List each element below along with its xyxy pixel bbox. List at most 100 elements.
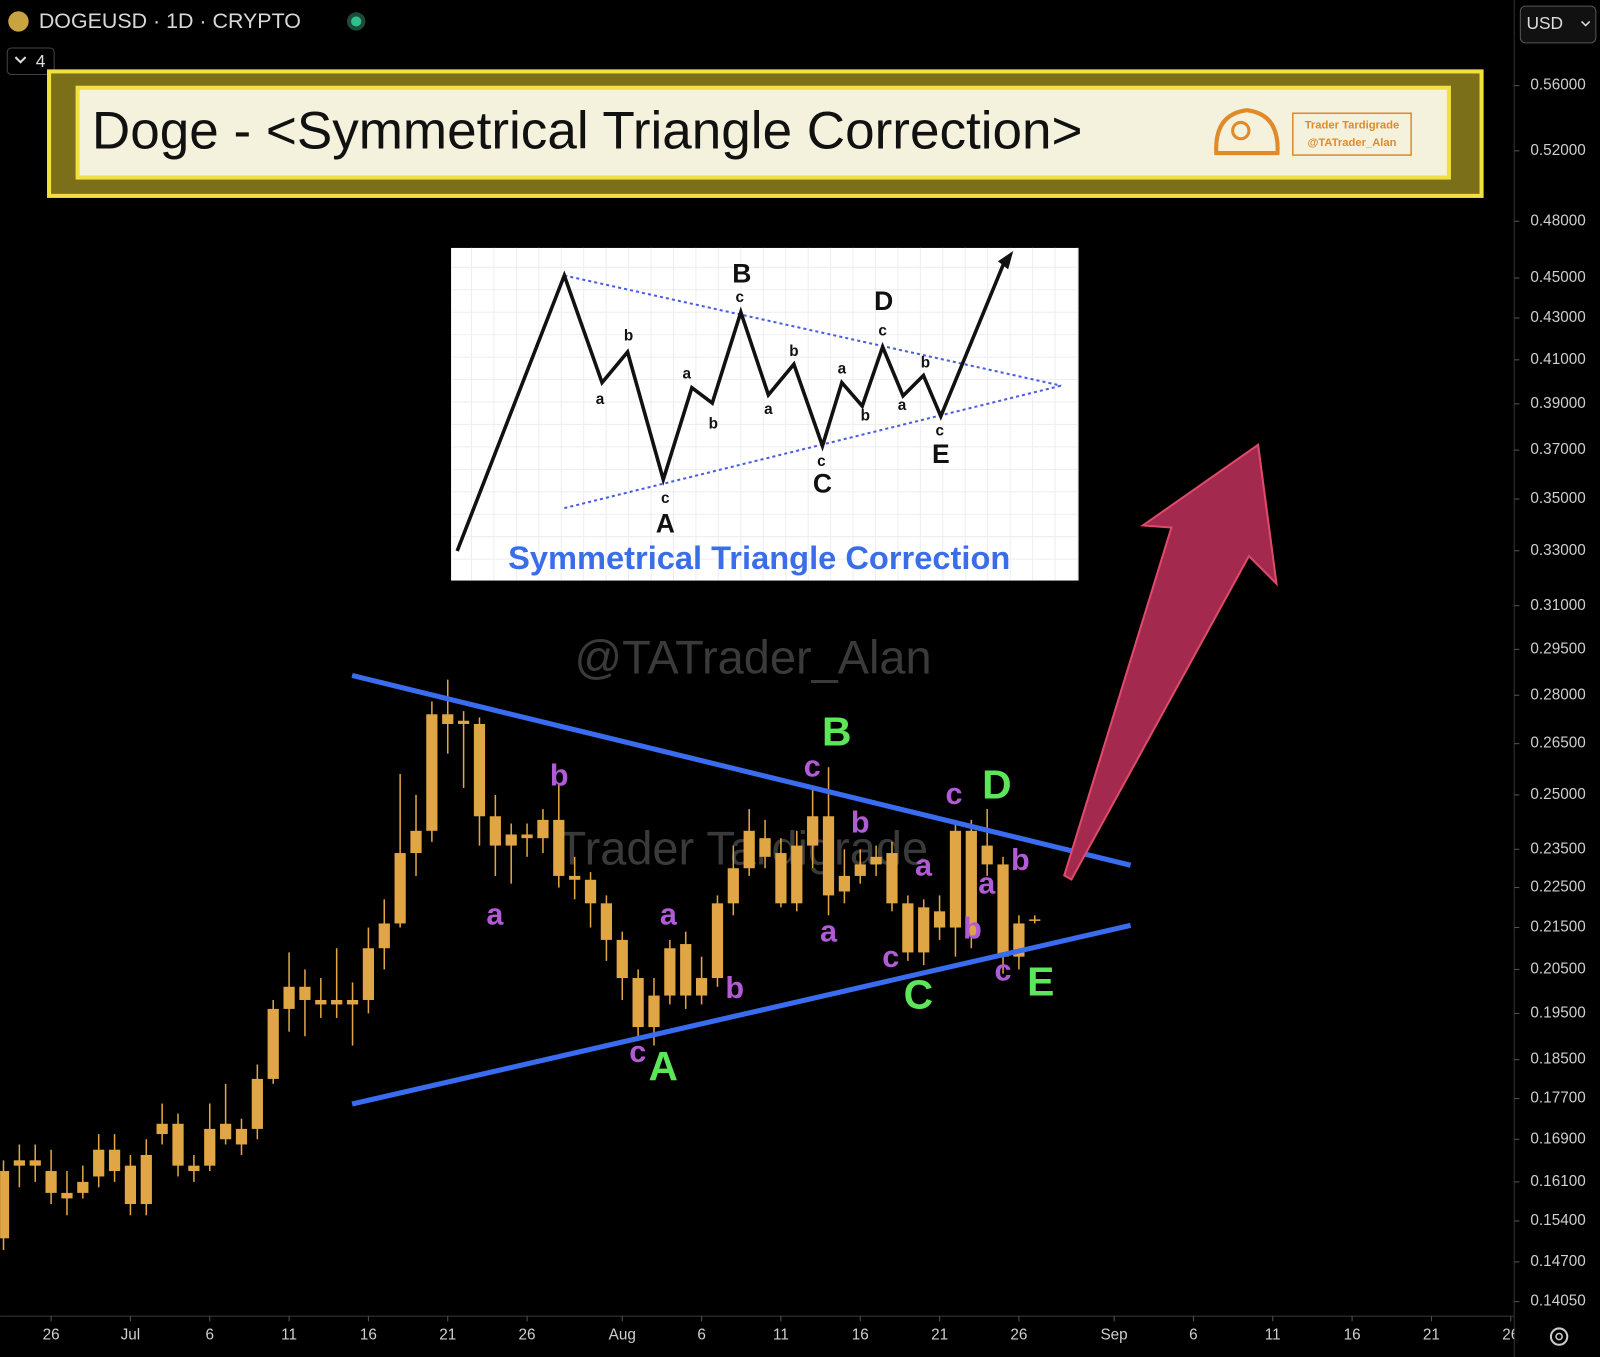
candle-body: [457, 720, 470, 724]
x-tick-label: Jul: [121, 1327, 141, 1344]
inset-upper-line: [564, 274, 1062, 387]
indicator-toggle[interactable]: [6, 47, 55, 75]
y-tick-label: 0.19500: [1530, 1004, 1585, 1021]
y-tick-label: 0.39000: [1530, 395, 1585, 412]
x-tick-label: 21: [931, 1327, 948, 1344]
candle-body: [299, 986, 311, 1000]
wave-label-minor: c: [995, 953, 1012, 987]
symbol: DOGEUSD · 1D · CRYPTO: [39, 9, 301, 33]
candle-body: [537, 819, 549, 839]
settings-icon[interactable]: [1549, 1327, 1569, 1346]
candle-body: [680, 944, 692, 996]
candle-body: [124, 1165, 137, 1205]
candle-body: [331, 999, 343, 1005]
x-axis: 26 Jul 6 11 16 21 26 Aug 6 11 16 21 26 Sep 6 11 16 21 26: [43, 1316, 1514, 1344]
candle-body: [632, 978, 644, 1028]
candle-body: [29, 1160, 41, 1166]
candle-body: [648, 995, 660, 1028]
wave-label-minor: c: [946, 777, 963, 811]
wave-label-minor: b: [550, 759, 569, 793]
y-tick-label: 0.56000: [1530, 77, 1585, 94]
watermark: Trader Tardigrade: [558, 822, 928, 874]
y-tick-label: 0.26500: [1530, 735, 1585, 752]
inset-label: c: [817, 453, 826, 470]
y-tick-label: 0.52000: [1530, 142, 1585, 159]
candle-body: [600, 903, 613, 940]
candle-body: [981, 845, 993, 865]
candle-body: [489, 816, 501, 846]
brand-handle: @TATrader_Alan: [1307, 137, 1396, 149]
candle-body: [108, 1149, 121, 1172]
inset-label: b: [789, 343, 798, 360]
candle-body: [283, 986, 295, 1009]
inset-label: a: [838, 360, 847, 377]
inset-label: c: [736, 289, 745, 306]
candle-body: [410, 830, 422, 854]
x-tick-label: 11: [1265, 1327, 1281, 1344]
candle-body: [569, 875, 581, 880]
x-tick-label: 6: [697, 1327, 706, 1344]
x-tick-label: 21: [1423, 1327, 1440, 1344]
candle-body: [918, 907, 930, 953]
candle-body: [394, 853, 406, 924]
wave-label-minor: a: [820, 915, 838, 949]
candle-body: [45, 1171, 57, 1193]
x-tick-label: 21: [439, 1327, 456, 1344]
x-tick-label: 26: [1010, 1327, 1027, 1344]
x-tick-label: 6: [1189, 1327, 1198, 1344]
inset-label: c: [661, 490, 670, 507]
wave-label-major: A: [649, 1043, 678, 1089]
y-tick-label: 0.35000: [1530, 490, 1585, 507]
axes: 0.56000 0.52000 0.48000 0.45000 0.43000 0.410…: [43, 77, 1586, 1344]
inset-label: a: [764, 401, 773, 418]
brand-name: Trader Tardigrade: [1305, 119, 1400, 131]
currency: USD: [1526, 13, 1563, 33]
candle-body: [584, 879, 597, 904]
inset: [451, 247, 1079, 581]
y-tick-label: 0.41000: [1530, 351, 1585, 368]
inset-grid: [451, 247, 1079, 581]
candle-body: [93, 1149, 105, 1177]
wave-label-major: D: [982, 761, 1011, 807]
candle-body: [77, 1181, 89, 1193]
wave-label-major: C: [904, 972, 933, 1018]
y-tick-label: 0.45000: [1530, 269, 1585, 286]
y-tick-label: 0.48000: [1530, 212, 1585, 229]
lower-trendline: [351, 922, 1132, 1107]
chevron: [14, 56, 27, 64]
status-dot: [351, 16, 362, 27]
breakout-arrow: [1063, 443, 1278, 881]
brand-box: [1292, 112, 1412, 156]
candle-body: [188, 1165, 200, 1172]
wave-label-minor: a: [486, 897, 504, 931]
candle-body: [711, 903, 724, 979]
coin-icon: [8, 11, 29, 32]
candles: [0, 679, 1041, 1251]
currency-button[interactable]: [1519, 5, 1597, 44]
wave-label-minor: c: [882, 940, 899, 974]
candle-body: [267, 1008, 279, 1079]
plot-area: Doge - <Symmetrical Triangle Correction>…: [0, 69, 1484, 1251]
x-tick-label: Sep: [1100, 1327, 1127, 1344]
y-tick-label: 0.25000: [1530, 786, 1585, 803]
chevron: [1581, 20, 1591, 27]
y-tick-label: 0.20500: [1530, 960, 1585, 977]
candle-body: [426, 714, 438, 831]
wave-label-minor: a: [915, 848, 933, 882]
candle-body: [1013, 923, 1025, 957]
wave-label-minor: b: [1011, 843, 1030, 877]
candle-body: [156, 1123, 168, 1135]
candle-body: [886, 853, 898, 904]
x-tick-label: 26: [43, 1327, 60, 1344]
y-tick-label: 0.16100: [1530, 1173, 1585, 1190]
inset-label: B: [732, 258, 751, 288]
y-tick-label: 0.37000: [1530, 441, 1585, 458]
inset-label: b: [624, 328, 633, 345]
inset-label: C: [813, 469, 832, 499]
x-tick-label: 11: [773, 1327, 789, 1344]
inset-label: D: [874, 286, 893, 316]
x-tick-label: 16: [360, 1327, 377, 1344]
